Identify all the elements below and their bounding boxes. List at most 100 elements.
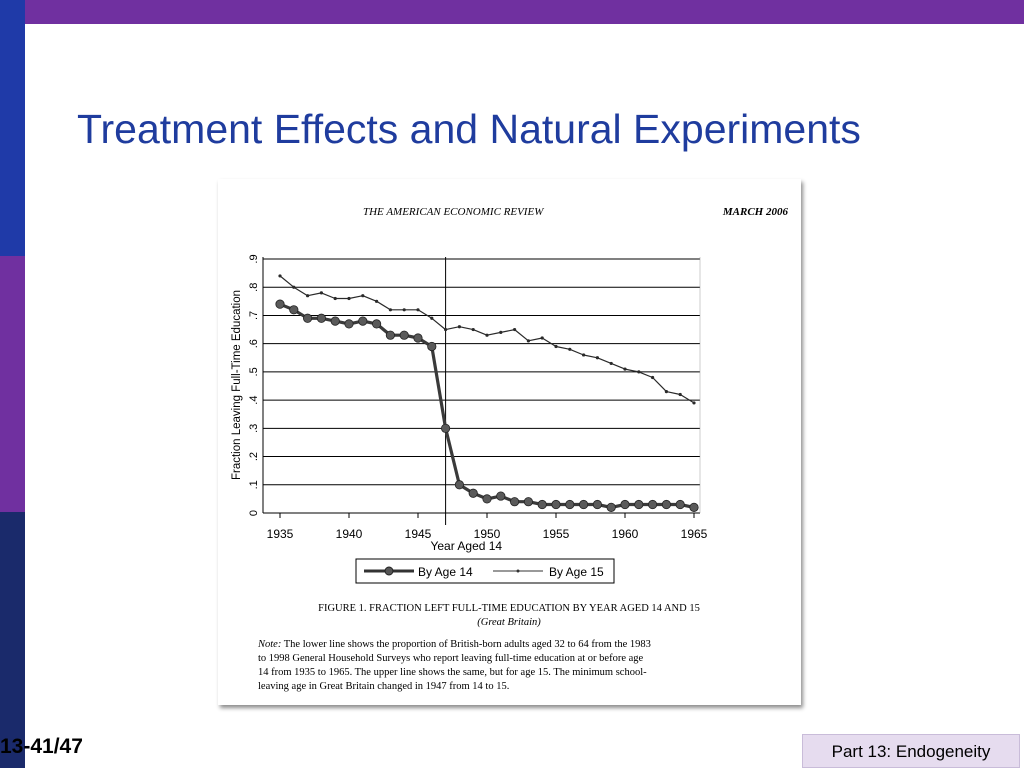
data-point-by-age-15 <box>609 361 613 366</box>
data-point-by-age-15 <box>568 347 572 351</box>
y-tick-label: 0 <box>248 510 260 516</box>
data-point-by-age-14 <box>661 499 671 510</box>
data-point-by-age-14 <box>358 316 368 326</box>
data-point-by-age-15 <box>623 367 627 371</box>
data-point-by-age-15 <box>485 333 489 337</box>
y-tick-label: .9 <box>248 254 260 263</box>
y-tick-label: .8 <box>248 283 260 292</box>
data-point-by-age-15 <box>444 327 448 332</box>
data-point-by-age-14 <box>372 319 382 329</box>
data-point-by-age-15 <box>651 375 655 380</box>
data-point-by-age-14 <box>344 319 354 329</box>
data-point-by-age-15 <box>526 339 530 343</box>
data-point-by-age-15 <box>402 308 406 312</box>
x-tick-label: 1955 <box>543 527 570 541</box>
data-point-by-age-14 <box>592 499 602 510</box>
left-accent-bar-top <box>0 0 25 256</box>
data-point-by-age-14 <box>316 313 327 323</box>
data-point-by-age-14 <box>399 330 409 340</box>
data-point-by-age-14 <box>509 497 520 507</box>
part-label: Part 13: Endogeneity <box>802 734 1020 768</box>
series-line-by-age-15 <box>279 275 695 404</box>
figure-chart-svg: THE AMERICAN ECONOMIC REVIEW MARCH 2006 … <box>231 206 789 692</box>
y-tick-label: .2 <box>248 452 260 461</box>
x-tick-label: 1935 <box>267 527 294 541</box>
data-point-by-age-15 <box>457 325 461 329</box>
figure-note-line-2: to 1998 General Household Surveys who re… <box>258 653 644 664</box>
data-point-by-age-15 <box>499 330 503 334</box>
y-tick-label: .3 <box>248 424 260 433</box>
data-point-by-age-15 <box>554 344 558 349</box>
data-point-by-age-15 <box>292 285 296 289</box>
data-point-by-age-15 <box>513 327 517 332</box>
y-tick-label: .6 <box>248 339 260 348</box>
data-point-by-age-14 <box>620 499 630 510</box>
data-point-by-age-15 <box>375 299 379 303</box>
data-point-by-age-15 <box>540 336 544 340</box>
y-tick-label: .4 <box>248 396 260 405</box>
legend-box: By Age 14 By Age 15 <box>355 558 615 584</box>
data-point-by-age-14 <box>537 499 547 510</box>
figure-caption-subtitle: (Great Britain) <box>477 617 541 628</box>
data-point-by-age-14 <box>330 316 340 326</box>
data-point-by-age-15 <box>416 308 420 312</box>
data-point-by-age-15 <box>664 390 668 394</box>
data-point-by-age-14 <box>675 499 685 510</box>
x-tick-label: 1960 <box>612 527 639 541</box>
data-point-by-age-15 <box>678 392 682 397</box>
plot-area: 0 .1 .2 .3 .4 .5 .6 .7 .8 .9 1935 1940 1945 1950 1955 1… <box>231 254 708 553</box>
left-accent-bar-middle <box>0 256 25 512</box>
data-point-by-age-15 <box>637 370 641 374</box>
data-point-by-age-15 <box>361 294 365 298</box>
figure-caption-title: FIGURE 1. FRACTION LEFT FULL-TIME EDUCAT… <box>318 603 700 614</box>
data-point-by-age-14 <box>647 499 658 510</box>
left-accent-bar-bottom <box>0 512 25 768</box>
x-tick-label: 1945 <box>405 527 432 541</box>
data-point-by-age-14 <box>482 494 492 504</box>
figure-note-line-4: leaving age in Great Britain changed in … <box>258 681 509 692</box>
data-point-by-age-14 <box>289 305 299 315</box>
data-point-by-age-14 <box>413 333 423 343</box>
slide-title: Treatment Effects and Natural Experiment… <box>77 106 861 152</box>
y-tick-label: .5 <box>248 367 260 376</box>
data-point-by-age-14 <box>578 499 589 510</box>
y-axis-label: Fraction Leaving Full-Time Education <box>231 290 243 480</box>
data-point-by-age-14 <box>427 341 437 352</box>
data-point-by-age-15 <box>347 296 351 301</box>
top-accent-bar <box>0 0 1024 24</box>
data-point-by-age-14 <box>606 502 616 512</box>
figure-note-line-1: Note: The lower line shows the proportio… <box>257 639 651 650</box>
data-point-by-age-15 <box>319 291 323 295</box>
data-point-by-age-14 <box>385 330 395 340</box>
data-point-by-age-15 <box>306 294 310 298</box>
data-point-by-age-15 <box>333 296 337 301</box>
data-point-by-age-14 <box>468 488 478 498</box>
x-tick-label: 1965 <box>681 527 708 541</box>
data-point-by-age-15 <box>582 353 586 357</box>
slide-number: 13-41/47 <box>0 735 83 758</box>
data-point-by-age-15 <box>278 274 282 278</box>
figure-note-line-3: 14 from 1935 to 1965. The upper line sho… <box>258 667 647 678</box>
data-point-by-age-15 <box>388 308 392 312</box>
data-point-by-age-14 <box>496 491 506 501</box>
legend-label-by-age-14: By Age 14 <box>418 565 473 579</box>
data-point-by-age-15 <box>430 316 434 320</box>
data-point-by-age-14 <box>454 480 464 490</box>
data-point-by-age-14 <box>303 313 313 323</box>
journal-date: MARCH 2006 <box>722 206 789 218</box>
y-tick-label: .7 <box>248 311 260 320</box>
data-point-by-age-15 <box>471 327 475 332</box>
data-point-by-age-14 <box>523 497 533 507</box>
x-tick-label: 1940 <box>336 527 363 541</box>
figure-scan: THE AMERICAN ECONOMIC REVIEW MARCH 2006 … <box>218 179 801 705</box>
data-point-by-age-14 <box>634 499 644 510</box>
x-axis-label: Year Aged 14 <box>430 539 502 553</box>
y-tick-label: .1 <box>248 480 260 489</box>
data-point-by-age-15 <box>595 356 599 360</box>
data-point-by-age-14 <box>565 499 575 510</box>
legend-label-by-age-15: By Age 15 <box>549 565 604 579</box>
data-point-by-age-15 <box>692 401 696 405</box>
data-point-by-age-14 <box>551 499 561 510</box>
data-point-by-age-14 <box>441 423 451 433</box>
x-tick-label: 1950 <box>474 527 501 541</box>
